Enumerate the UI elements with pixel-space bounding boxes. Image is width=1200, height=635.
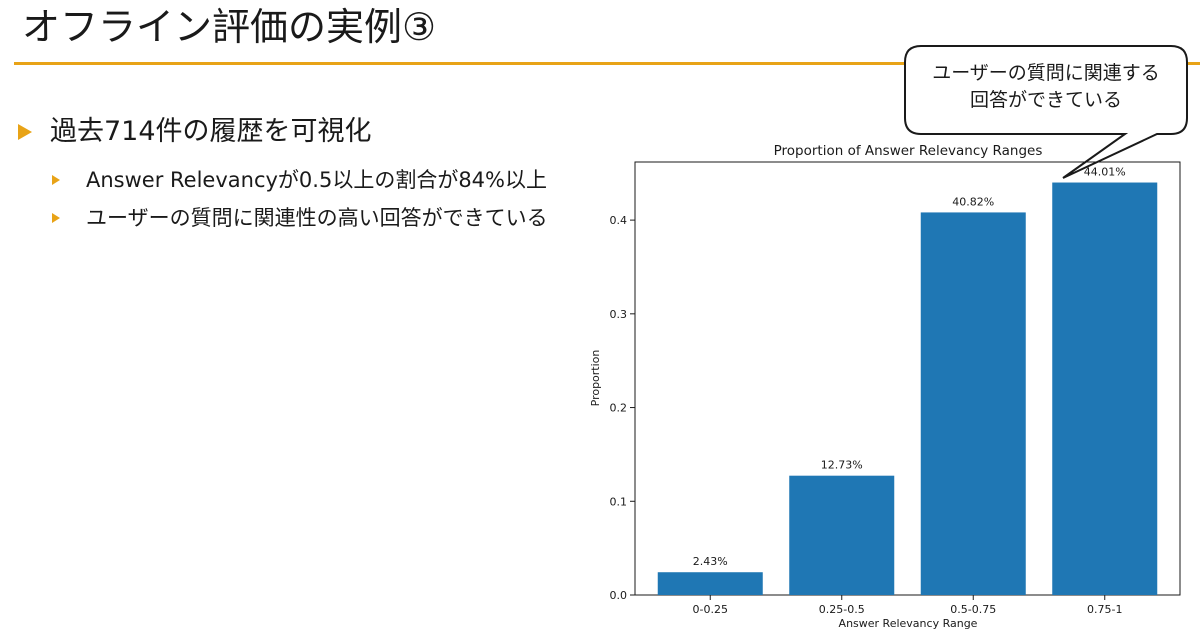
bar-data-label: 40.82% xyxy=(952,195,994,208)
y-tick-label: 0.4 xyxy=(610,214,628,227)
bars: 2.43% 12.73% 40.82% 44.01% xyxy=(657,166,1158,595)
bar-data-label: 2.43% xyxy=(693,555,728,568)
y-axis: 0.0 0.1 0.2 0.3 0.4 xyxy=(610,214,635,602)
title-divider xyxy=(14,62,1200,65)
bar-data-label: 44.01% xyxy=(1084,166,1126,179)
bar-0.75-1 xyxy=(1052,182,1158,595)
speech-callout: ユーザーの質問に関連する 回答ができている xyxy=(904,45,1188,179)
bullet-arrow-icon xyxy=(52,213,60,223)
x-tick-label: 0.75-1 xyxy=(1087,603,1122,616)
bar-0-0.25 xyxy=(657,572,763,595)
bar-0.5-0.75 xyxy=(920,212,1026,595)
callout-line-1: ユーザーの質問に関連する xyxy=(932,62,1160,84)
x-tick-label: 0.25-0.5 xyxy=(819,603,865,616)
bar-data-label: 12.73% xyxy=(821,459,863,472)
bullet-sub-2-text: ユーザーの質問に関連性の高い回答ができている xyxy=(86,206,548,230)
bullet-arrow-icon xyxy=(52,175,60,185)
x-tick-label: 0.5-0.75 xyxy=(950,603,996,616)
bar-0.25-0.5 xyxy=(789,475,895,595)
y-tick-label: 0.1 xyxy=(610,495,628,508)
x-axis-label: Answer Relevancy Range xyxy=(839,617,978,630)
y-tick-label: 0.3 xyxy=(610,308,628,321)
bullet-main-text: 過去714件の履歴を可視化 xyxy=(50,116,372,147)
y-tick-label: 0.2 xyxy=(610,402,628,415)
x-tick-label: 0-0.25 xyxy=(693,603,728,616)
bullet-arrow-icon xyxy=(18,124,32,140)
bar-chart: Proportion of Answer Relevancy Ranges 0.… xyxy=(589,143,1181,630)
chart-title: Proportion of Answer Relevancy Ranges xyxy=(774,143,1043,159)
y-axis-label: Proportion xyxy=(589,350,602,407)
plot-frame xyxy=(634,161,1181,596)
bullet-main: 過去714件の履歴を可視化 xyxy=(18,114,372,150)
bullet-sub-2: ユーザーの質問に関連性の高い回答ができている xyxy=(52,203,548,233)
callout-line-2: 回答ができている xyxy=(969,89,1122,111)
bullet-sub-1-text: Answer Relevancyが0.5以上の割合が84%以上 xyxy=(86,168,547,192)
bullet-sub-1: Answer Relevancyが0.5以上の割合が84%以上 xyxy=(52,165,547,195)
y-tick-label: 0.0 xyxy=(610,589,628,602)
callout-bubble xyxy=(904,45,1188,179)
x-axis: 0-0.25 0.25-0.5 0.5-0.75 0.75-1 xyxy=(693,595,1122,616)
slide-title: オフライン評価の実例③ xyxy=(22,5,437,49)
